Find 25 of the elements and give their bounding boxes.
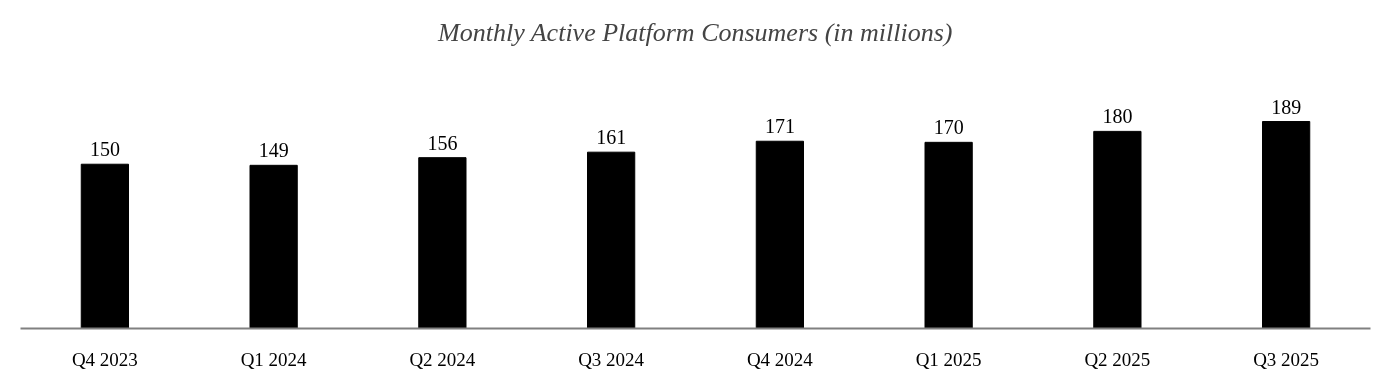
- chart-title: Monthly Active Platform Consumers (in millions): [437, 17, 953, 47]
- data-label: 156: [427, 131, 458, 154]
- data-label: 150: [89, 138, 120, 161]
- bar: [1093, 130, 1142, 329]
- bar: [587, 151, 636, 329]
- bar: [755, 140, 804, 329]
- bar: [924, 141, 973, 329]
- data-label: 180: [1102, 105, 1133, 128]
- x-tick-label: Q1 2024: [240, 348, 308, 370]
- data-label: 171: [764, 115, 795, 138]
- bar: [418, 157, 467, 329]
- data-label: 161: [596, 126, 627, 149]
- x-tick-label: Q2 2024: [409, 348, 476, 370]
- bar: [249, 164, 298, 329]
- bar: [1262, 121, 1311, 329]
- x-tick-label: Q3 2025: [1253, 348, 1320, 370]
- data-label: 149: [258, 139, 289, 162]
- x-tick-label: Q4 2023: [71, 348, 138, 370]
- data-label: 170: [933, 116, 964, 139]
- x-tick-label: Q4 2024: [746, 348, 814, 370]
- data-label: 189: [1271, 95, 1302, 118]
- x-tick-label: Q2 2025: [1084, 348, 1151, 370]
- bar: [80, 163, 129, 329]
- x-tick-label: Q1 2025: [915, 348, 982, 370]
- x-tick-label: Q3 2024: [578, 348, 645, 370]
